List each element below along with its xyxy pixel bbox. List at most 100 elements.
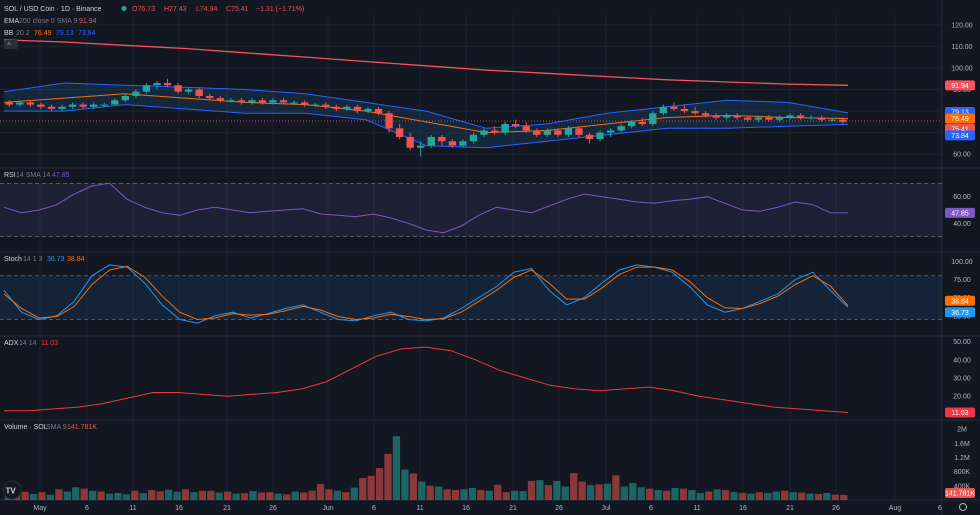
volume-bar[interactable] <box>418 481 426 500</box>
candle[interactable] <box>311 102 319 107</box>
stoch-k-line[interactable] <box>3 264 849 324</box>
bollinger-lower-line[interactable] <box>4 104 849 149</box>
volume-bar[interactable] <box>156 491 164 500</box>
bb-legend-name[interactable]: BB <box>4 30 14 37</box>
candle[interactable] <box>26 100 35 107</box>
adx-line[interactable] <box>4 346 849 413</box>
volume-bar[interactable] <box>586 485 595 500</box>
volume-bar[interactable] <box>435 486 443 500</box>
candle[interactable] <box>290 100 298 105</box>
collapse-legend-button[interactable]: ^ <box>4 40 18 50</box>
volume-value-tag[interactable]: 141.781K <box>945 487 975 498</box>
volume-bar[interactable] <box>316 484 325 500</box>
candle[interactable] <box>807 115 815 120</box>
rsi-pane[interactable] <box>0 182 942 238</box>
volume-bar[interactable] <box>105 493 114 500</box>
candle[interactable] <box>670 102 678 112</box>
ema-legend-name[interactable]: EMA <box>4 18 20 25</box>
volume-bar[interactable] <box>823 492 831 500</box>
candle[interactable] <box>754 115 763 122</box>
volume-bar[interactable] <box>713 489 721 500</box>
candle[interactable] <box>786 113 794 120</box>
price-axis[interactable]: 60.0070.0080.0090.00100.00110.00120.0091… <box>945 22 975 498</box>
rsi-line[interactable] <box>3 182 849 234</box>
candle[interactable] <box>638 117 646 127</box>
candle[interactable] <box>163 78 172 88</box>
volume-bar[interactable] <box>578 481 586 500</box>
candle[interactable] <box>691 106 699 116</box>
candle[interactable] <box>174 83 182 94</box>
volume-bar[interactable] <box>527 480 536 500</box>
candle[interactable] <box>712 113 720 120</box>
candle[interactable] <box>206 93 214 101</box>
volume-bar[interactable] <box>215 492 223 500</box>
candle[interactable] <box>501 121 509 135</box>
volume-bar[interactable] <box>654 490 662 500</box>
candle[interactable] <box>564 126 573 137</box>
candle[interactable] <box>322 102 330 109</box>
volume-bar[interactable] <box>451 490 460 500</box>
volume-bar[interactable] <box>738 492 747 500</box>
volume-bar[interactable] <box>620 486 628 500</box>
candle[interactable] <box>406 132 414 150</box>
candle[interactable] <box>279 98 288 105</box>
volume-bar[interactable] <box>80 488 88 500</box>
volume-bar[interactable] <box>97 491 105 500</box>
volume-bar[interactable] <box>831 494 839 500</box>
volume-bar[interactable] <box>291 491 299 500</box>
volume-bar[interactable] <box>63 491 71 500</box>
volume-bar[interactable] <box>460 489 468 500</box>
candle[interactable] <box>659 104 668 116</box>
rsi-value-tag[interactable]: 47.85 <box>945 207 975 218</box>
candle[interactable] <box>269 98 277 105</box>
candle[interactable] <box>37 102 45 109</box>
candle[interactable] <box>628 119 636 129</box>
stoch-d-line[interactable] <box>3 265 849 321</box>
candle[interactable] <box>121 93 130 103</box>
candle[interactable] <box>606 128 615 137</box>
volume-bar[interactable] <box>603 483 612 500</box>
volume-bar[interactable] <box>350 487 358 500</box>
candle[interactable] <box>438 134 446 146</box>
price-pane[interactable] <box>0 39 942 157</box>
candle[interactable] <box>364 106 372 114</box>
volume-bar[interactable] <box>173 491 181 500</box>
volume-bar[interactable] <box>21 491 29 500</box>
volume-bar[interactable] <box>240 493 249 500</box>
volume-bar[interactable] <box>646 488 654 500</box>
volume-bar[interactable] <box>511 490 519 500</box>
volume-bar[interactable] <box>764 492 772 500</box>
stoch-pane[interactable] <box>0 264 942 324</box>
candle[interactable] <box>58 104 66 112</box>
bollinger-basis-line[interactable] <box>3 93 849 134</box>
volume-bar[interactable] <box>781 490 789 500</box>
volume-bar[interactable] <box>797 492 806 500</box>
ema200-line[interactable] <box>3 39 849 86</box>
adx-value-tag[interactable]: 11.03 <box>945 407 975 418</box>
candle[interactable] <box>617 124 625 133</box>
candle[interactable] <box>353 104 362 114</box>
volume-bar[interactable] <box>131 490 139 500</box>
volume-bar[interactable] <box>553 480 561 500</box>
candle[interactable] <box>522 121 530 133</box>
candle[interactable] <box>79 102 87 109</box>
candle[interactable] <box>216 95 224 103</box>
candle[interactable] <box>490 126 499 135</box>
candle[interactable] <box>649 111 657 127</box>
volume-bar[interactable] <box>814 493 823 500</box>
volume-bar[interactable] <box>139 493 147 500</box>
candle[interactable] <box>300 100 309 107</box>
candle[interactable] <box>427 134 435 148</box>
volume-bar[interactable] <box>544 485 552 500</box>
ema-value-tag[interactable]: 91.94 <box>945 80 975 91</box>
stoch-k-value-tag[interactable]: 36.73 <box>945 307 975 318</box>
volume-bar[interactable] <box>392 436 401 500</box>
volume-bar[interactable] <box>114 492 122 500</box>
volume-bar[interactable] <box>148 490 156 500</box>
volume-bar[interactable] <box>485 490 493 500</box>
candle[interactable] <box>554 128 562 137</box>
symbol-title[interactable]: SOL / USD Coin · 1D · Binance <box>4 6 101 13</box>
stoch-d-value-tag[interactable]: 38.84 <box>945 295 975 306</box>
volume-bar[interactable] <box>224 491 232 500</box>
